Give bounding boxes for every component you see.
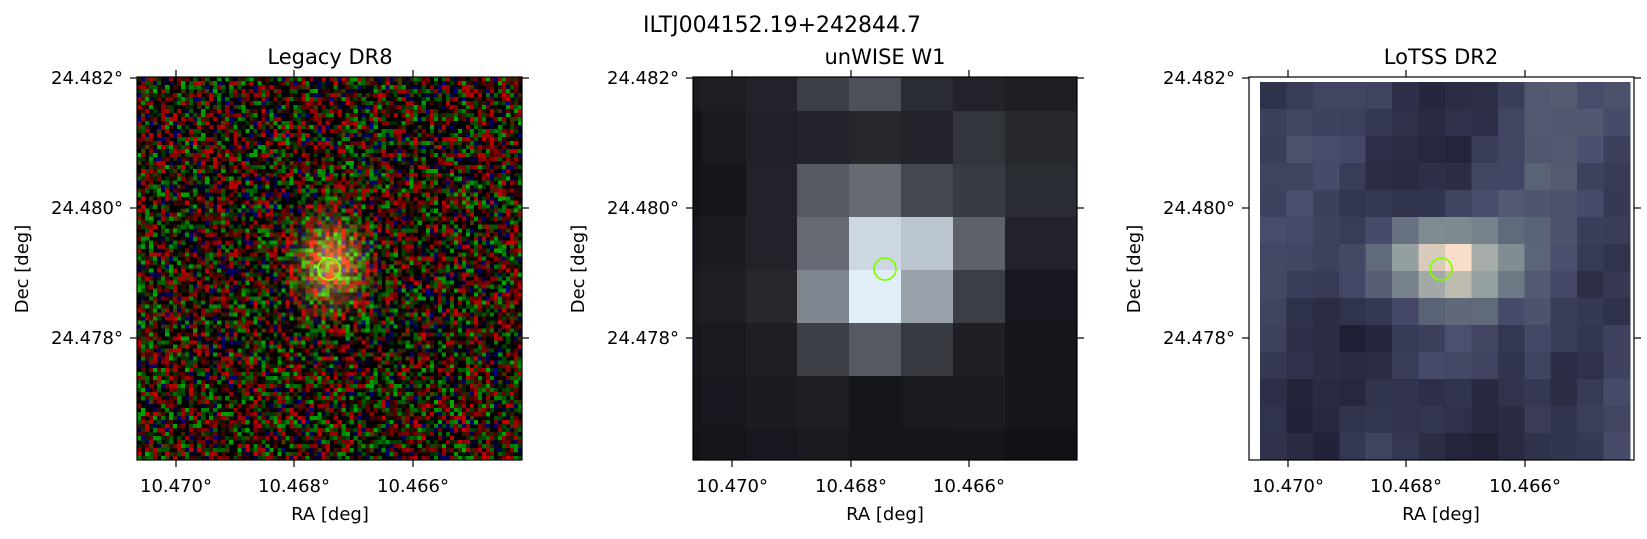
x-tick-label: 10.466°: [933, 476, 1005, 497]
y-ticks: 24.482° 24.480° 24.478°: [1163, 68, 1641, 349]
y-tick-label: 24.482°: [607, 68, 679, 89]
y-axis-label: Dec [deg]: [568, 225, 589, 314]
x-ticks: 10.470° 10.468° 10.466°: [1252, 70, 1561, 497]
y-axis-label: Dec [deg]: [12, 225, 33, 314]
y-axis-label: Dec [deg]: [1124, 225, 1145, 314]
panel-lotss-dr2: LoTSS DR2 10.470° 10.468° 10.466° 24.482…: [1124, 45, 1641, 525]
x-tick-label: 10.466°: [1489, 476, 1561, 497]
y-tick-label: 24.480°: [1163, 198, 1235, 219]
legacy-rgb-image: [137, 77, 523, 461]
y-tick-label: 24.478°: [607, 328, 679, 349]
y-tick-label: 24.482°: [51, 68, 123, 89]
source-marker: [873, 257, 897, 281]
source-marker: [317, 257, 341, 281]
panel-legacy-dr8: Legacy DR8 10.470° 10.468° 10.466° 24.48…: [12, 45, 529, 525]
lotss-image: [1260, 82, 1631, 461]
y-tick-label: 24.478°: [1163, 328, 1235, 349]
y-tick-label: 24.480°: [51, 198, 123, 219]
x-tick-label: 10.468°: [258, 476, 330, 497]
panel-unwise-w1: unWISE W1 10.470° 10.468° 10.466° 24.482…: [568, 45, 1084, 525]
unwise-image: [693, 77, 1077, 460]
x-tick-label: 10.468°: [1370, 476, 1442, 497]
x-tick-label: 10.470°: [140, 476, 212, 497]
x-tick-label: 10.466°: [377, 476, 449, 497]
x-axis-label: RA [deg]: [291, 504, 369, 525]
panel-title: unWISE W1: [825, 45, 946, 69]
x-ticks: 10.470° 10.468° 10.466°: [140, 70, 449, 497]
axes-frame: [136, 76, 523, 461]
x-tick-label: 10.470°: [696, 476, 768, 497]
y-tick-label: 24.482°: [1163, 68, 1235, 89]
y-ticks: 24.482° 24.480° 24.478°: [51, 68, 529, 349]
figure-title: ILTJ004152.19+242844.7: [643, 13, 921, 38]
x-tick-label: 10.470°: [1252, 476, 1324, 497]
panel-title: Legacy DR8: [267, 45, 392, 69]
axes-frame: [1248, 76, 1635, 461]
x-tick-label: 10.468°: [815, 476, 887, 497]
source-marker: [1429, 257, 1453, 281]
y-tick-label: 24.478°: [51, 328, 123, 349]
panel-title: LoTSS DR2: [1384, 45, 1498, 69]
axes-frame: [692, 76, 1078, 461]
x-ticks: 10.470° 10.468° 10.466°: [696, 70, 1005, 497]
y-ticks: 24.482° 24.480° 24.478°: [607, 68, 1084, 349]
y-tick-label: 24.480°: [607, 198, 679, 219]
x-axis-label: RA [deg]: [1402, 504, 1480, 525]
x-axis-label: RA [deg]: [846, 504, 924, 525]
